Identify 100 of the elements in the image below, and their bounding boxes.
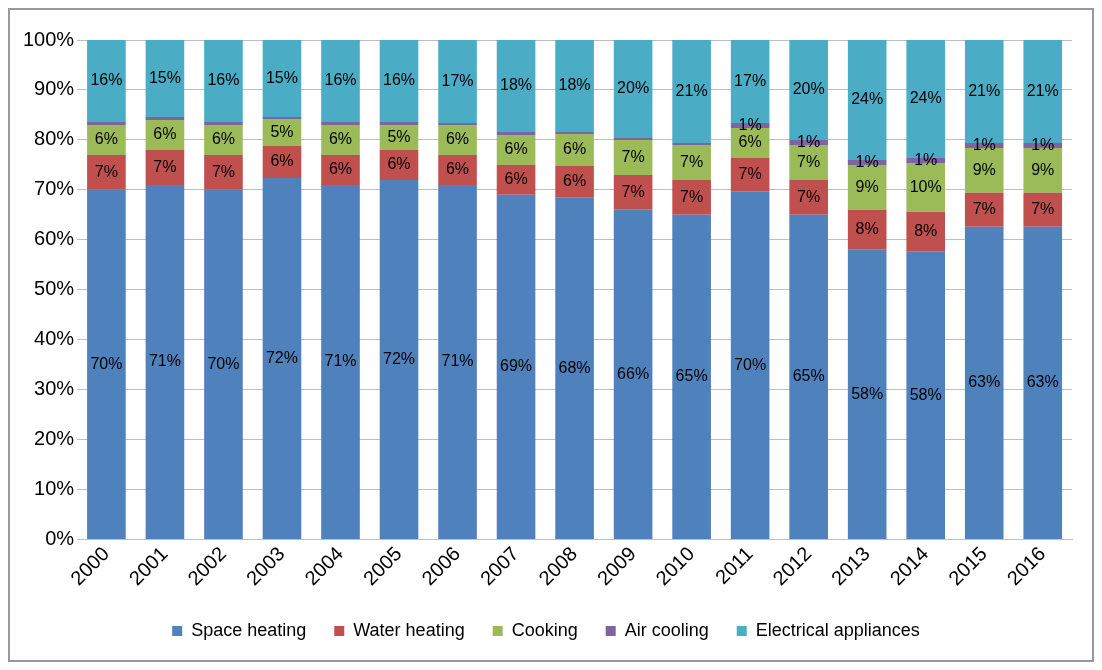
y-tick-label: 70% xyxy=(34,177,75,200)
data-label: 1% xyxy=(738,115,762,133)
bar xyxy=(262,177,302,540)
data-label: 5% xyxy=(387,127,411,145)
bar xyxy=(87,154,126,190)
bar xyxy=(438,40,477,123)
data-label: 7% xyxy=(621,147,645,165)
data-label: 17% xyxy=(441,71,474,89)
bar xyxy=(789,214,828,540)
data-label: 6% xyxy=(563,140,587,158)
data-label: 24% xyxy=(851,90,884,108)
bar xyxy=(204,189,243,540)
bar xyxy=(204,40,243,122)
data-label: 6% xyxy=(445,130,470,148)
legend-label: Space heating xyxy=(191,619,307,640)
data-label: 16% xyxy=(90,71,123,89)
data-label: 1% xyxy=(855,152,879,170)
bar xyxy=(496,131,536,135)
bar xyxy=(1023,226,1063,540)
y-tick-label: 90% xyxy=(34,77,75,100)
bar xyxy=(789,179,828,215)
data-label: 6% xyxy=(738,133,762,151)
data-label: 16% xyxy=(324,71,357,89)
data-label: 15% xyxy=(148,68,181,86)
y-tick-label: 0% xyxy=(45,527,75,550)
bar xyxy=(87,121,126,125)
bar xyxy=(613,40,653,138)
bar xyxy=(555,40,594,132)
legend-label: Water heating xyxy=(353,619,465,640)
y-tick-label: 100% xyxy=(23,27,75,50)
data-label: 6% xyxy=(387,155,411,173)
bar xyxy=(613,209,653,540)
data-label: 7% xyxy=(153,157,177,175)
bar xyxy=(847,249,887,540)
legend-label: Air cooling xyxy=(624,619,709,640)
data-label: 24% xyxy=(909,89,942,107)
data-label: 7% xyxy=(211,162,236,180)
bar xyxy=(262,40,302,117)
data-label: 70% xyxy=(734,355,767,373)
data-label: 6% xyxy=(94,130,118,148)
data-label: 63% xyxy=(968,373,1001,391)
data-label: 6% xyxy=(328,130,353,148)
data-label: 6% xyxy=(270,152,294,170)
data-label: 10% xyxy=(909,177,942,195)
bar xyxy=(964,192,1004,227)
data-label: 16% xyxy=(207,71,240,89)
data-label: 58% xyxy=(851,384,884,402)
bar xyxy=(672,40,711,143)
data-label: 70% xyxy=(207,354,240,372)
bar xyxy=(496,194,536,540)
data-label: 7% xyxy=(680,152,704,170)
data-label: 18% xyxy=(558,76,591,94)
data-label: 18% xyxy=(500,76,533,94)
data-label: 63% xyxy=(1026,373,1059,391)
bar xyxy=(379,40,419,122)
data-label: 9% xyxy=(855,177,879,195)
data-label: 8% xyxy=(914,222,938,240)
bar xyxy=(321,40,360,122)
data-label: 69% xyxy=(500,357,533,375)
data-label: 9% xyxy=(1031,160,1055,178)
y-tick-label: 10% xyxy=(34,477,75,500)
data-label: 1% xyxy=(797,132,821,150)
data-label: 6% xyxy=(328,160,353,178)
data-label: 6% xyxy=(504,140,528,158)
data-label: 7% xyxy=(680,187,704,205)
bar xyxy=(555,131,594,134)
data-label: 6% xyxy=(563,172,587,190)
data-label: 5% xyxy=(270,122,294,140)
bar xyxy=(321,184,360,540)
bar xyxy=(672,144,711,180)
bar xyxy=(204,121,243,125)
y-tick-label: 50% xyxy=(34,277,75,300)
data-label: 6% xyxy=(153,125,177,143)
data-label: 7% xyxy=(621,182,645,200)
data-label: 21% xyxy=(968,81,1001,99)
bar xyxy=(262,116,302,119)
data-label: 65% xyxy=(675,367,708,385)
data-label: 70% xyxy=(90,354,123,372)
data-label: 7% xyxy=(1031,200,1055,218)
data-label: 16% xyxy=(383,71,416,89)
y-tick-label: 60% xyxy=(34,227,75,250)
data-label: 7% xyxy=(797,152,821,170)
data-label: 68% xyxy=(558,358,591,376)
data-label: 7% xyxy=(797,187,821,205)
data-label: 1% xyxy=(914,150,938,168)
data-label: 6% xyxy=(504,170,528,188)
bar xyxy=(672,142,711,145)
data-label: 72% xyxy=(265,348,298,366)
bar xyxy=(379,179,419,540)
bar xyxy=(145,116,185,120)
bar xyxy=(321,121,360,125)
bar xyxy=(730,191,770,540)
bar xyxy=(964,226,1004,540)
bar xyxy=(906,211,946,252)
bar xyxy=(555,197,594,540)
y-tick-label: 30% xyxy=(34,377,75,400)
data-label: 8% xyxy=(855,220,879,238)
data-label: 15% xyxy=(265,68,298,86)
data-label: 71% xyxy=(324,352,357,370)
data-label: 1% xyxy=(1031,135,1055,153)
